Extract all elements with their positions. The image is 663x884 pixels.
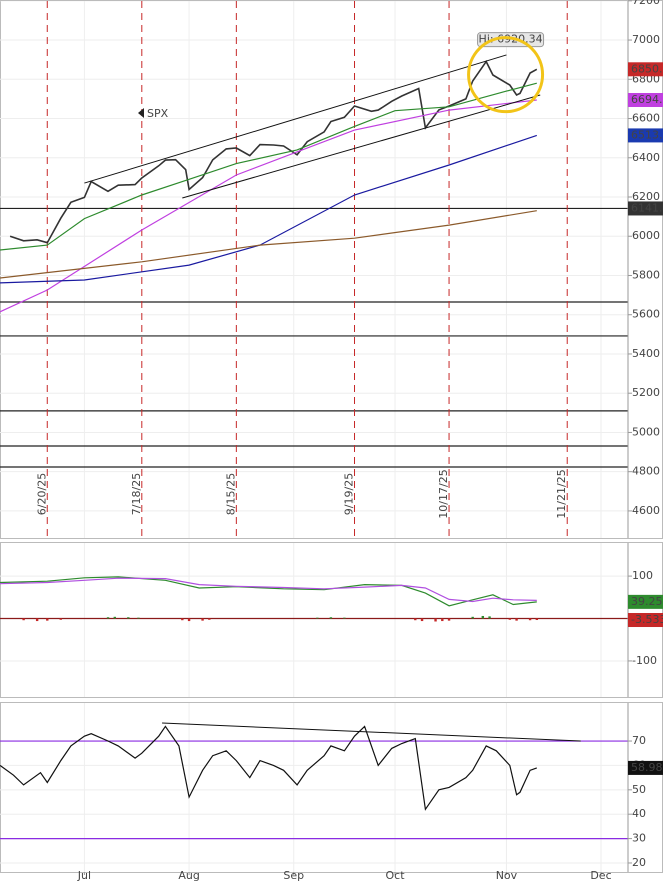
- histogram-bar: [316, 617, 319, 619]
- value-tag: [628, 128, 663, 143]
- histogram-bar: [441, 618, 444, 622]
- histogram-bar: [201, 618, 204, 621]
- series-line: [9, 60, 538, 244]
- y-tick-label: 40: [632, 807, 646, 820]
- trend-line: [182, 94, 541, 199]
- histogram-bar: [414, 618, 417, 621]
- histogram-bar: [515, 618, 518, 621]
- y-tick-label: 6400: [632, 151, 660, 164]
- histogram-bar: [535, 618, 539, 621]
- event-label: 11/21/25: [555, 469, 568, 518]
- y-tick-label: 7000: [632, 33, 660, 46]
- plot-area: [0, 543, 628, 697]
- histogram-bar: [113, 616, 116, 619]
- series-line: [0, 725, 538, 811]
- x-tick-label: Jul: [77, 869, 91, 882]
- value-tag-label: 39.250: [631, 595, 663, 608]
- spx-marker: [138, 108, 144, 118]
- x-tick-label: Aug: [178, 869, 199, 882]
- event-label: 8/15/25: [224, 473, 237, 515]
- event-label: 10/17/25: [437, 469, 450, 518]
- series-line: [0, 99, 537, 313]
- series-line: [0, 576, 537, 607]
- y-tick-label: 6600: [632, 112, 660, 125]
- trend-line: [162, 722, 581, 742]
- panel: -100 100 39.250 -3.533: [0, 543, 663, 697]
- histogram-bar: [127, 617, 130, 619]
- histogram-bar: [35, 618, 39, 622]
- series-line: [0, 210, 537, 279]
- histogram-bar: [434, 618, 437, 622]
- histogram-bar: [208, 618, 211, 620]
- value-tag-label: 6694.4: [631, 93, 663, 106]
- x-tick-label: Sep: [283, 869, 304, 882]
- histogram-bar: [420, 618, 424, 622]
- y-tick-label: 5200: [632, 386, 660, 399]
- histogram-bar: [528, 618, 532, 621]
- y-tick-label: 4600: [632, 504, 660, 517]
- histogram-bar: [22, 618, 25, 621]
- histogram-bar: [59, 618, 62, 620]
- y-tick-label: 20: [632, 856, 646, 869]
- trend-line: [84, 54, 507, 184]
- histogram-bar: [471, 616, 474, 619]
- histogram-bar: [329, 617, 333, 619]
- value-tag-label: 6513.9: [631, 128, 663, 141]
- histogram-bar: [343, 617, 346, 619]
- histogram-bar: [508, 618, 512, 620]
- histogram-bar: [137, 617, 140, 619]
- y-tick-label: 30: [632, 832, 646, 845]
- value-tag: [628, 93, 663, 108]
- x-tick-label: Nov: [496, 869, 518, 882]
- histogram-bar: [181, 618, 184, 621]
- value-tag: [628, 62, 663, 77]
- symbol-label: SPX: [147, 107, 169, 120]
- value-tag-label: 6141.6: [631, 201, 663, 214]
- x-tick-label: Oct: [386, 869, 406, 882]
- y-tick-label: 5400: [632, 347, 660, 360]
- x-tick-label: Dec: [590, 869, 611, 882]
- y-tick-label: 6200: [632, 190, 660, 203]
- value-tag-label: 6850.9: [631, 62, 663, 75]
- histogram-bar: [106, 617, 110, 619]
- histogram-bar: [46, 618, 49, 621]
- plot-area: [0, 1, 628, 538]
- value-tag: [628, 201, 663, 216]
- y-tick-label: 6000: [632, 229, 660, 242]
- y-tick-label: 5800: [632, 268, 660, 281]
- event-label: 7/18/25: [130, 473, 143, 515]
- y-tick-label: 5600: [632, 308, 660, 321]
- panel: 20304050607058.980JulAugSepOctNovDec: [0, 703, 663, 882]
- y-tick-label: -100: [632, 654, 657, 667]
- value-tag-label: 58.980: [631, 761, 663, 774]
- highlight-circle: [467, 36, 545, 114]
- series-line: [0, 577, 537, 603]
- event-label: 9/19/25: [343, 473, 356, 515]
- histogram-bar: [447, 618, 451, 621]
- value-tag: [628, 760, 663, 775]
- value-tag-label: -3.533: [631, 613, 663, 626]
- y-tick-label: 7200: [632, 0, 660, 7]
- histogram-bar: [187, 618, 191, 622]
- value-tag: [628, 613, 663, 628]
- y-tick-label: 5000: [632, 425, 660, 438]
- panel: 4600 4800 5000 5200 5400 5600 5800 6000 6200 6400…: [0, 0, 663, 538]
- y-tick-label: 100: [632, 569, 653, 582]
- histogram-bar: [481, 615, 485, 619]
- event-label: 6/20/25: [35, 473, 48, 515]
- histogram-bar: [488, 616, 491, 619]
- series-line: [0, 82, 537, 251]
- plot-area: [0, 703, 628, 872]
- y-tick-label: 50: [632, 783, 646, 796]
- y-tick-label: 4800: [632, 465, 660, 478]
- y-tick-label: 70: [632, 734, 646, 747]
- value-tag: [628, 594, 663, 609]
